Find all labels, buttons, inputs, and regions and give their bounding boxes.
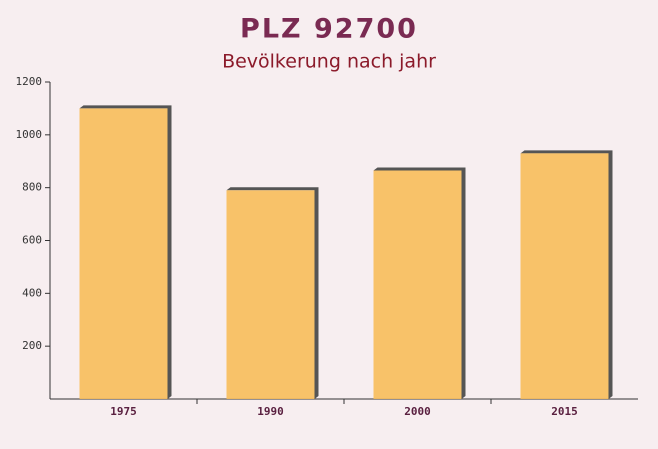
y-tick-label: 400: [22, 286, 42, 299]
y-tick-label: 800: [22, 181, 42, 194]
y-tick-label: 1200: [16, 75, 43, 88]
bar: [226, 190, 315, 399]
bar: [373, 170, 462, 399]
x-tick-label: 1975: [110, 405, 137, 418]
bar: [79, 108, 168, 400]
bar: [520, 153, 609, 399]
y-tick-label: 600: [22, 234, 42, 247]
y-tick-label: 200: [22, 339, 42, 352]
chart-subtitle: Bevölkerung nach jahr: [222, 51, 436, 73]
x-tick-label: 2015: [551, 405, 578, 418]
y-tick-label: 1000: [16, 128, 43, 141]
x-tick-label: 2000: [404, 405, 431, 418]
x-tick-label: 1990: [257, 405, 284, 418]
chart-title: PLZ 92700: [240, 14, 418, 45]
